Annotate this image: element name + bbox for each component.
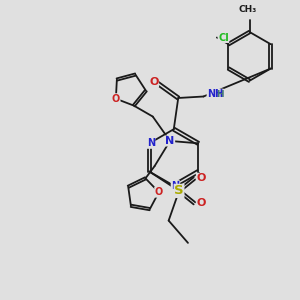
Text: S: S <box>174 184 184 197</box>
Text: O: O <box>112 94 120 104</box>
Text: N: N <box>147 138 155 148</box>
Text: NH: NH <box>207 89 223 99</box>
Text: Cl: Cl <box>218 32 229 43</box>
Text: O: O <box>155 187 163 197</box>
Text: H: H <box>217 90 224 99</box>
Text: CH₃: CH₃ <box>239 4 257 14</box>
Text: N: N <box>165 136 175 146</box>
Text: O: O <box>196 173 206 183</box>
Text: N: N <box>171 181 179 191</box>
Text: O: O <box>196 198 206 208</box>
Text: O: O <box>149 76 159 87</box>
